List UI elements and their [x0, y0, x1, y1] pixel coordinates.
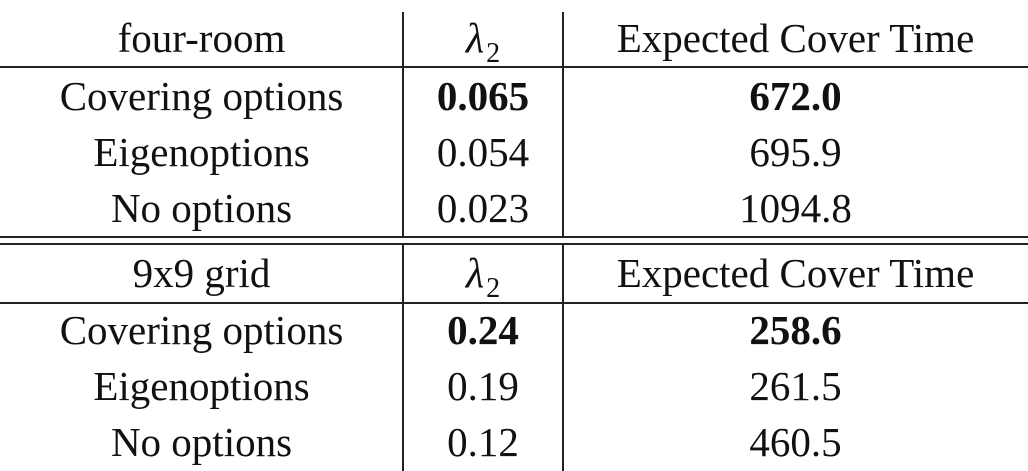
lambda-subscript: 2: [486, 273, 501, 304]
cover-time-cell: 258.6: [749, 307, 842, 353]
method-cell: Eigenoptions: [93, 363, 310, 409]
lambda-cell: 0.065: [436, 73, 530, 119]
header-rule: [0, 302, 1028, 304]
lambda-header: λ2: [403, 10, 563, 69]
cover-time-cell: 261.5: [749, 363, 842, 409]
lambda-cell: 0.12: [447, 419, 519, 465]
cover-time-cell: 672.0: [749, 73, 842, 119]
lambda-cell: 0.19: [447, 363, 519, 409]
section-env-header: four-room: [117, 15, 286, 61]
lambda-symbol: λ: [465, 251, 485, 297]
column-divider: [402, 245, 404, 471]
method-cell: Covering options: [59, 73, 344, 119]
cover-time-cell: 1094.8: [739, 185, 852, 231]
section-double-rule-top: [0, 236, 1028, 238]
lambda-cell: 0.054: [436, 129, 530, 175]
column-divider: [562, 245, 564, 471]
lambda-symbol: λ: [465, 16, 485, 62]
lambda-cell: 0.24: [447, 307, 519, 353]
lambda-cell: 0.023: [436, 185, 530, 231]
section-double-rule-bottom: [0, 243, 1028, 245]
cover-time-header: Expected Cover Time: [616, 250, 975, 296]
lambda-subscript: 2: [486, 38, 501, 69]
column-divider: [402, 12, 404, 236]
method-cell: Covering options: [59, 307, 344, 353]
cover-time-cell: 695.9: [749, 129, 842, 175]
section-env-header: 9x9 grid: [132, 250, 271, 296]
method-cell: Eigenoptions: [93, 129, 310, 175]
cover-time-cell: 460.5: [749, 419, 842, 465]
lambda-header: λ2: [403, 245, 563, 304]
column-divider: [562, 12, 564, 236]
method-cell: No options: [110, 185, 293, 231]
header-rule: [0, 66, 1028, 68]
method-cell: No options: [110, 419, 293, 465]
cover-time-header: Expected Cover Time: [616, 15, 975, 61]
